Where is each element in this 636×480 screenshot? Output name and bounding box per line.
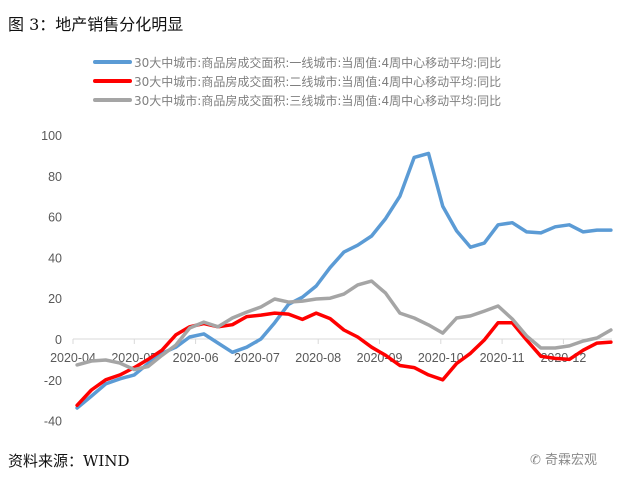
y-tick-label: -20 bbox=[44, 374, 62, 388]
y-tick-label: 80 bbox=[48, 170, 62, 184]
x-tick-label: 2020-09 bbox=[357, 351, 403, 365]
watermark: ✆ 奇霖宏观 bbox=[530, 449, 597, 468]
watermark-text: 奇霖宏观 bbox=[545, 453, 598, 468]
series-line-2 bbox=[75, 311, 613, 408]
wechat-icon: ✆ bbox=[530, 453, 546, 468]
x-tick-label: 2020-08 bbox=[295, 351, 341, 365]
y-tick-label: 100 bbox=[41, 129, 62, 143]
y-tick-label: -40 bbox=[44, 415, 62, 429]
x-tick-label: 2020-10 bbox=[418, 351, 464, 365]
series-line-3 bbox=[75, 279, 613, 372]
y-tick-label: 60 bbox=[48, 211, 62, 225]
legend-label: 30大中城市:商品房成交面积:一线城市:当周值:4周中心移动平均:同比 bbox=[134, 55, 501, 70]
x-tick-label: 2020-06 bbox=[173, 351, 219, 365]
figure-title: 图 3：地产销售分化明显 bbox=[8, 15, 184, 34]
y-tick-label: 0 bbox=[55, 333, 62, 347]
source-note: 资料来源：WIND bbox=[8, 452, 130, 470]
series-line-1 bbox=[75, 151, 613, 410]
y-tick-label: 40 bbox=[48, 251, 62, 265]
x-tick-label: 2020-07 bbox=[234, 351, 280, 365]
legend-label: 30大中城市:商品房成交面积:三线城市:当周值:4周中心移动平均:同比 bbox=[134, 93, 501, 108]
y-tick-label: 20 bbox=[48, 292, 62, 306]
legend-label: 30大中城市:商品房成交面积:二线城市:当周值:4周中心移动平均:同比 bbox=[134, 74, 501, 89]
x-tick-label: 2020-11 bbox=[480, 351, 525, 365]
